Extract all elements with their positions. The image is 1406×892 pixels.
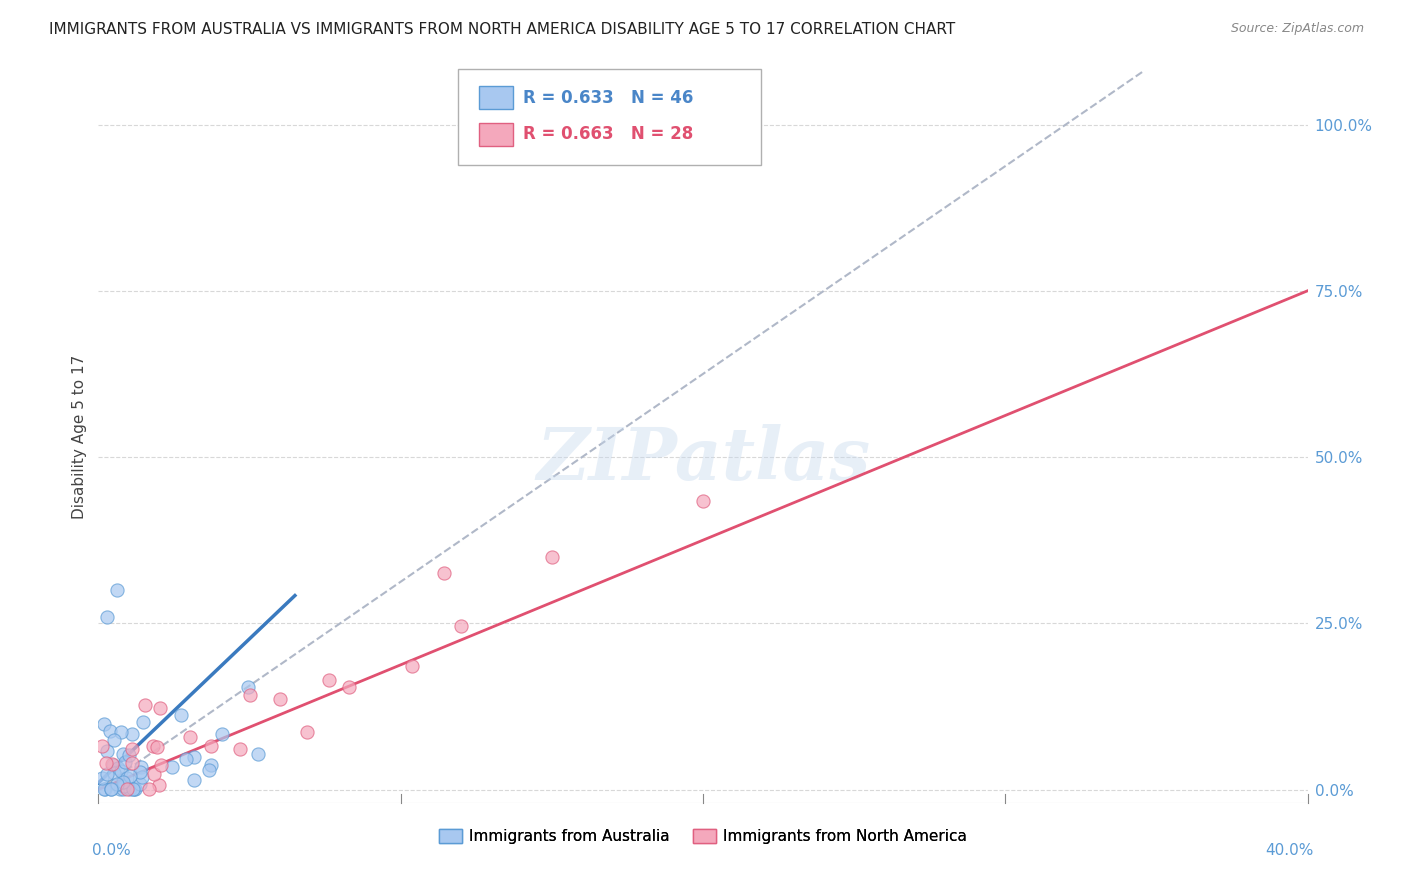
Point: [170, 708, 193, 723]
Point: [105, 582, 128, 597]
Point: [114, 756, 136, 770]
Point: [101, 758, 124, 772]
Point: [100, 723, 122, 738]
Point: [118, 747, 141, 762]
Text: ZIPatlas: ZIPatlas: [536, 424, 870, 494]
Point: [183, 772, 205, 787]
Text: R = 0.663   N = 28: R = 0.663 N = 28: [523, 125, 693, 144]
Point: [111, 781, 134, 796]
Point: [200, 758, 222, 772]
Point: [112, 778, 135, 792]
Point: [111, 747, 134, 762]
Point: [229, 741, 252, 756]
Point: [121, 756, 143, 770]
Point: [132, 714, 155, 729]
Point: [118, 769, 141, 783]
Point: [269, 691, 291, 706]
Point: [91, 771, 114, 785]
Point: [96, 744, 118, 758]
FancyBboxPatch shape: [457, 70, 761, 165]
Point: [103, 733, 125, 747]
Point: [96, 756, 118, 771]
Point: [101, 756, 124, 771]
Point: [692, 493, 714, 508]
Point: [176, 752, 198, 766]
FancyBboxPatch shape: [479, 122, 513, 146]
Point: [433, 566, 456, 580]
Point: [160, 760, 183, 774]
Point: [211, 727, 233, 741]
Point: [121, 742, 143, 756]
Text: 0.0%: 0.0%: [93, 843, 131, 858]
Legend: Immigrants from Australia, Immigrants from North America: Immigrants from Australia, Immigrants fr…: [433, 822, 973, 850]
Point: [295, 725, 318, 739]
Point: [122, 781, 145, 796]
Point: [100, 781, 122, 796]
Point: [120, 781, 142, 796]
Point: [143, 766, 166, 780]
Point: [200, 739, 222, 754]
Point: [197, 764, 219, 778]
Point: [105, 777, 128, 791]
Y-axis label: Disability Age 5 to 17: Disability Age 5 to 17: [72, 355, 87, 519]
Point: [723, 118, 745, 132]
Point: [91, 739, 114, 754]
Point: [138, 781, 160, 796]
Point: [148, 778, 170, 792]
Point: [129, 765, 152, 780]
Point: [540, 550, 562, 565]
Point: [134, 698, 156, 713]
Text: Source: ZipAtlas.com: Source: ZipAtlas.com: [1230, 22, 1364, 36]
Point: [149, 701, 172, 715]
Point: [124, 781, 146, 796]
Point: [145, 740, 167, 755]
Point: [111, 775, 134, 789]
Point: [238, 680, 260, 694]
Point: [93, 717, 115, 731]
Point: [96, 766, 118, 780]
Point: [103, 766, 125, 780]
Point: [93, 781, 115, 796]
Point: [115, 772, 138, 786]
Point: [401, 659, 423, 673]
Point: [110, 764, 132, 778]
Point: [183, 749, 205, 764]
Point: [121, 727, 143, 741]
Point: [110, 725, 132, 739]
Point: [117, 781, 139, 796]
Point: [129, 777, 152, 791]
Point: [108, 781, 131, 796]
Point: [112, 779, 135, 793]
Point: [239, 688, 262, 702]
Point: [142, 739, 165, 754]
Point: [246, 747, 269, 762]
Point: [318, 673, 340, 688]
Point: [107, 761, 129, 775]
Text: IMMIGRANTS FROM AUSTRALIA VS IMMIGRANTS FROM NORTH AMERICA DISABILITY AGE 5 TO 1: IMMIGRANTS FROM AUSTRALIA VS IMMIGRANTS …: [49, 22, 956, 37]
Point: [150, 757, 173, 772]
Point: [131, 770, 153, 784]
Point: [124, 781, 146, 796]
Point: [179, 730, 201, 744]
Point: [100, 781, 122, 796]
Point: [450, 619, 472, 633]
Point: [129, 760, 152, 774]
Point: [93, 781, 115, 796]
Point: [337, 680, 360, 694]
Text: 40.0%: 40.0%: [1265, 843, 1313, 858]
Point: [96, 609, 118, 624]
Text: R = 0.633   N = 46: R = 0.633 N = 46: [523, 88, 693, 107]
FancyBboxPatch shape: [479, 86, 513, 110]
